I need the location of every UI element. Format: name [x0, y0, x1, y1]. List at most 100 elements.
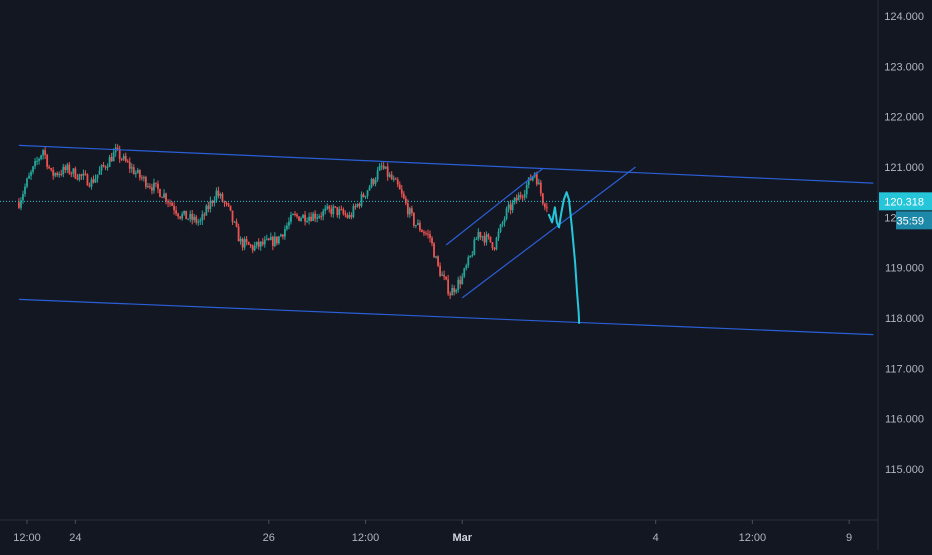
- candle-body: [203, 214, 206, 216]
- candle-body: [60, 173, 63, 175]
- last-price-label: 120.318 35:59: [879, 192, 932, 230]
- candle-body: [277, 236, 280, 244]
- candle-body: [495, 237, 498, 250]
- candle-body: [340, 209, 343, 211]
- candle-body: [302, 214, 304, 219]
- candle-body: [185, 210, 188, 220]
- candle-body: [406, 203, 409, 215]
- trendlines[interactable]: [18, 144, 874, 336]
- candle-body: [374, 179, 377, 184]
- candle-body: [104, 166, 107, 168]
- candle-body: [489, 236, 492, 243]
- candle-body: [78, 174, 81, 180]
- candle-body: [120, 158, 123, 160]
- candle-body: [338, 209, 341, 216]
- candle-body: [40, 155, 43, 159]
- candle-body: [314, 213, 317, 219]
- candle-body: [223, 201, 226, 203]
- candle-body: [499, 224, 502, 232]
- time-tick-label: 12:00: [13, 532, 41, 544]
- candle-body: [310, 216, 313, 221]
- candle-body: [163, 193, 165, 198]
- candle-body: [368, 186, 371, 191]
- candle-body: [175, 210, 178, 214]
- candle-body: [237, 226, 240, 242]
- candle-body: [231, 210, 234, 222]
- time-tick-label: 9: [846, 532, 852, 544]
- price-axis[interactable]: 115.000116.000117.000118.000119.000120.0…: [884, 11, 924, 476]
- candle-body: [46, 155, 49, 167]
- candle-body: [227, 203, 230, 206]
- time-tick-label: 4: [653, 532, 659, 544]
- candle-body: [332, 206, 335, 215]
- candle-body: [225, 202, 228, 204]
- candle-body: [487, 234, 490, 237]
- candle-body: [167, 201, 169, 203]
- forecast-path[interactable]: [547, 191, 581, 324]
- candle-body: [52, 170, 55, 176]
- candle-body: [144, 177, 147, 187]
- candle-body: [429, 234, 431, 238]
- candle-body: [235, 221, 238, 227]
- candle-body: [519, 195, 522, 197]
- candle-body: [44, 150, 47, 156]
- candle-body: [189, 213, 192, 219]
- candle-body: [376, 170, 379, 180]
- candle-body: [128, 161, 131, 169]
- candle-body: [58, 173, 61, 176]
- candle-body: [509, 204, 512, 211]
- candle-body: [92, 179, 95, 183]
- candle-body: [290, 215, 292, 222]
- candle-body: [20, 200, 22, 208]
- candle-body: [284, 229, 286, 237]
- candle-body: [18, 202, 20, 208]
- candle-body: [336, 207, 339, 216]
- candle-body: [126, 161, 129, 163]
- candle-body: [253, 245, 256, 251]
- candle-body: [68, 164, 71, 174]
- candle-body: [366, 190, 369, 196]
- candle-body: [245, 239, 248, 242]
- price-tick-label: 116.000: [885, 414, 924, 426]
- price-tick-label: 117.000: [885, 363, 924, 375]
- candle-body: [396, 179, 399, 185]
- price-tick-label: 118.000: [885, 313, 924, 325]
- candle-body: [48, 166, 51, 169]
- candle-body: [54, 173, 57, 176]
- candle-body: [465, 265, 468, 269]
- candle-body: [50, 168, 53, 171]
- candle-body: [241, 239, 244, 248]
- candles: [18, 143, 548, 300]
- candle-body: [142, 177, 145, 179]
- candle-body: [124, 156, 127, 162]
- candle-body: [427, 233, 429, 235]
- candle-body: [471, 254, 474, 256]
- candle-body: [384, 166, 387, 169]
- candle-body: [155, 182, 157, 184]
- trendline-channel-top[interactable]: [18, 144, 874, 184]
- candle-body: [140, 177, 143, 179]
- candle-body: [243, 239, 246, 248]
- candle-body: [400, 189, 403, 194]
- projection[interactable]: [547, 191, 581, 324]
- candle-body: [28, 175, 30, 179]
- candle-body: [469, 255, 472, 258]
- candle-body: [267, 238, 270, 241]
- candle-body: [42, 150, 45, 156]
- candle-body: [308, 216, 310, 221]
- candle-body: [86, 174, 89, 186]
- price-tick-label: 122.000: [884, 112, 924, 124]
- candle-body: [356, 203, 359, 207]
- candle-body: [433, 243, 435, 258]
- candle-body: [259, 241, 262, 247]
- time-axis[interactable]: 12:00 24 26 12:00 Mar 4 12:00 9: [13, 520, 852, 544]
- candle-body: [414, 225, 417, 227]
- candle-body: [159, 189, 161, 197]
- candle-body: [501, 222, 504, 225]
- candle-body: [535, 173, 538, 185]
- trendline-rising-channel-top[interactable]: [445, 168, 544, 246]
- trendline-rising-channel-bottom[interactable]: [461, 166, 636, 299]
- trendline-channel-bottom[interactable]: [18, 298, 874, 336]
